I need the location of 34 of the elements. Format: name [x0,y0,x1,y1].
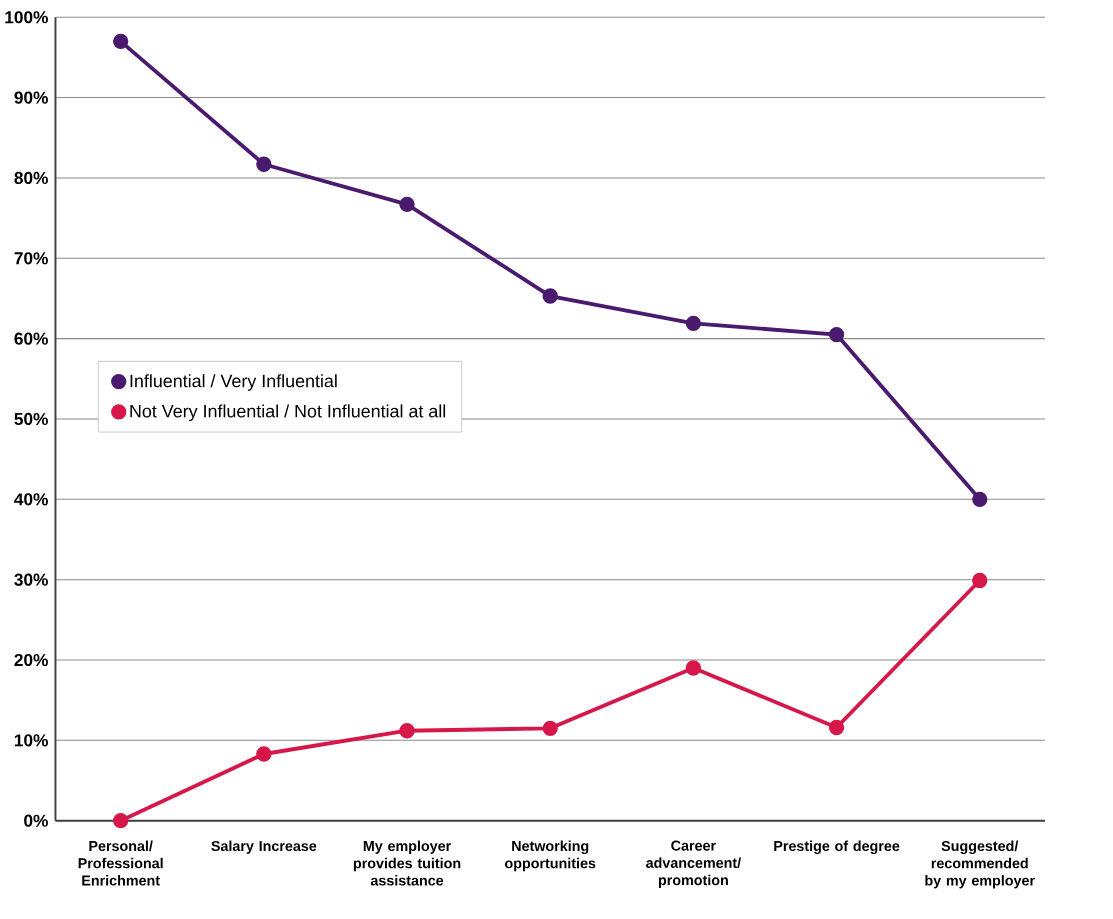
point [685,660,702,676]
x-tick-label: Salary Increase [211,840,317,854]
y-tick-label: 20% [14,653,48,666]
point [113,33,129,49]
y-tick-label: 80% [14,171,48,184]
y-tick-label: 60% [14,332,48,345]
point [828,719,845,735]
y-tick-label: 40% [14,492,48,506]
y-tick-label: 50% [14,412,48,425]
x-tick-label: Networking opportunities [505,840,596,871]
point [542,720,558,736]
x-tick-label: Suggested/ recommended by my employer [925,840,1035,889]
point [972,572,988,588]
point [399,196,415,212]
x-tick-label: Prestige of degree [774,840,900,854]
x-tick-label: My employer provides tuition assistance [353,840,461,886]
y-tick-label: 0% [24,814,48,827]
y-tick-label: 100% [5,10,48,24]
y-tick-label: 10% [14,734,48,747]
y-tick-label: 70% [14,251,48,265]
point [542,288,558,304]
y-tick-label: 90% [14,91,48,104]
point [399,722,415,739]
point [256,746,272,762]
x-tick-label: Career advancement/ promotion [646,840,741,888]
legend-label: Not Very Influential / Not Influential at all [130,404,446,421]
x-tick-label: Personal/ Professional Enrichment [78,840,163,886]
point [256,156,272,172]
y-tick-label: 30% [14,573,48,586]
legend-label: Influential / Very Influential [130,373,337,391]
point [972,491,988,507]
point [685,315,702,331]
point [113,812,129,829]
point [828,326,845,343]
